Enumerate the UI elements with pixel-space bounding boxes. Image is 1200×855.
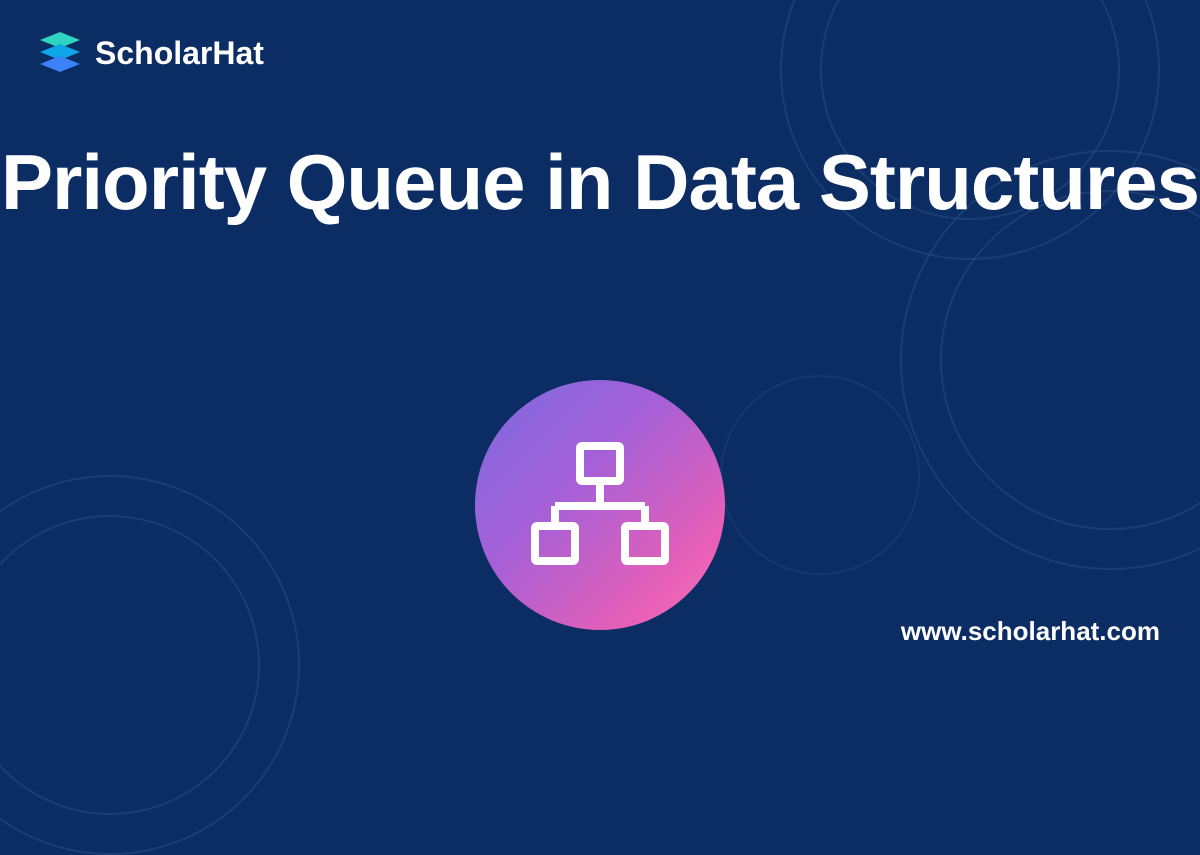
page-title: Priority Queue in Data Structures	[0, 140, 1200, 226]
logo-brand-name: ScholarHat	[95, 35, 264, 72]
hierarchy-icon-badge	[475, 380, 725, 630]
hierarchy-diagram-icon	[528, 438, 673, 573]
bg-circle-decoration	[720, 375, 920, 575]
scholarhat-logo-icon	[35, 28, 85, 78]
logo: ScholarHat	[35, 28, 264, 78]
website-url: www.scholarhat.com	[901, 616, 1160, 647]
